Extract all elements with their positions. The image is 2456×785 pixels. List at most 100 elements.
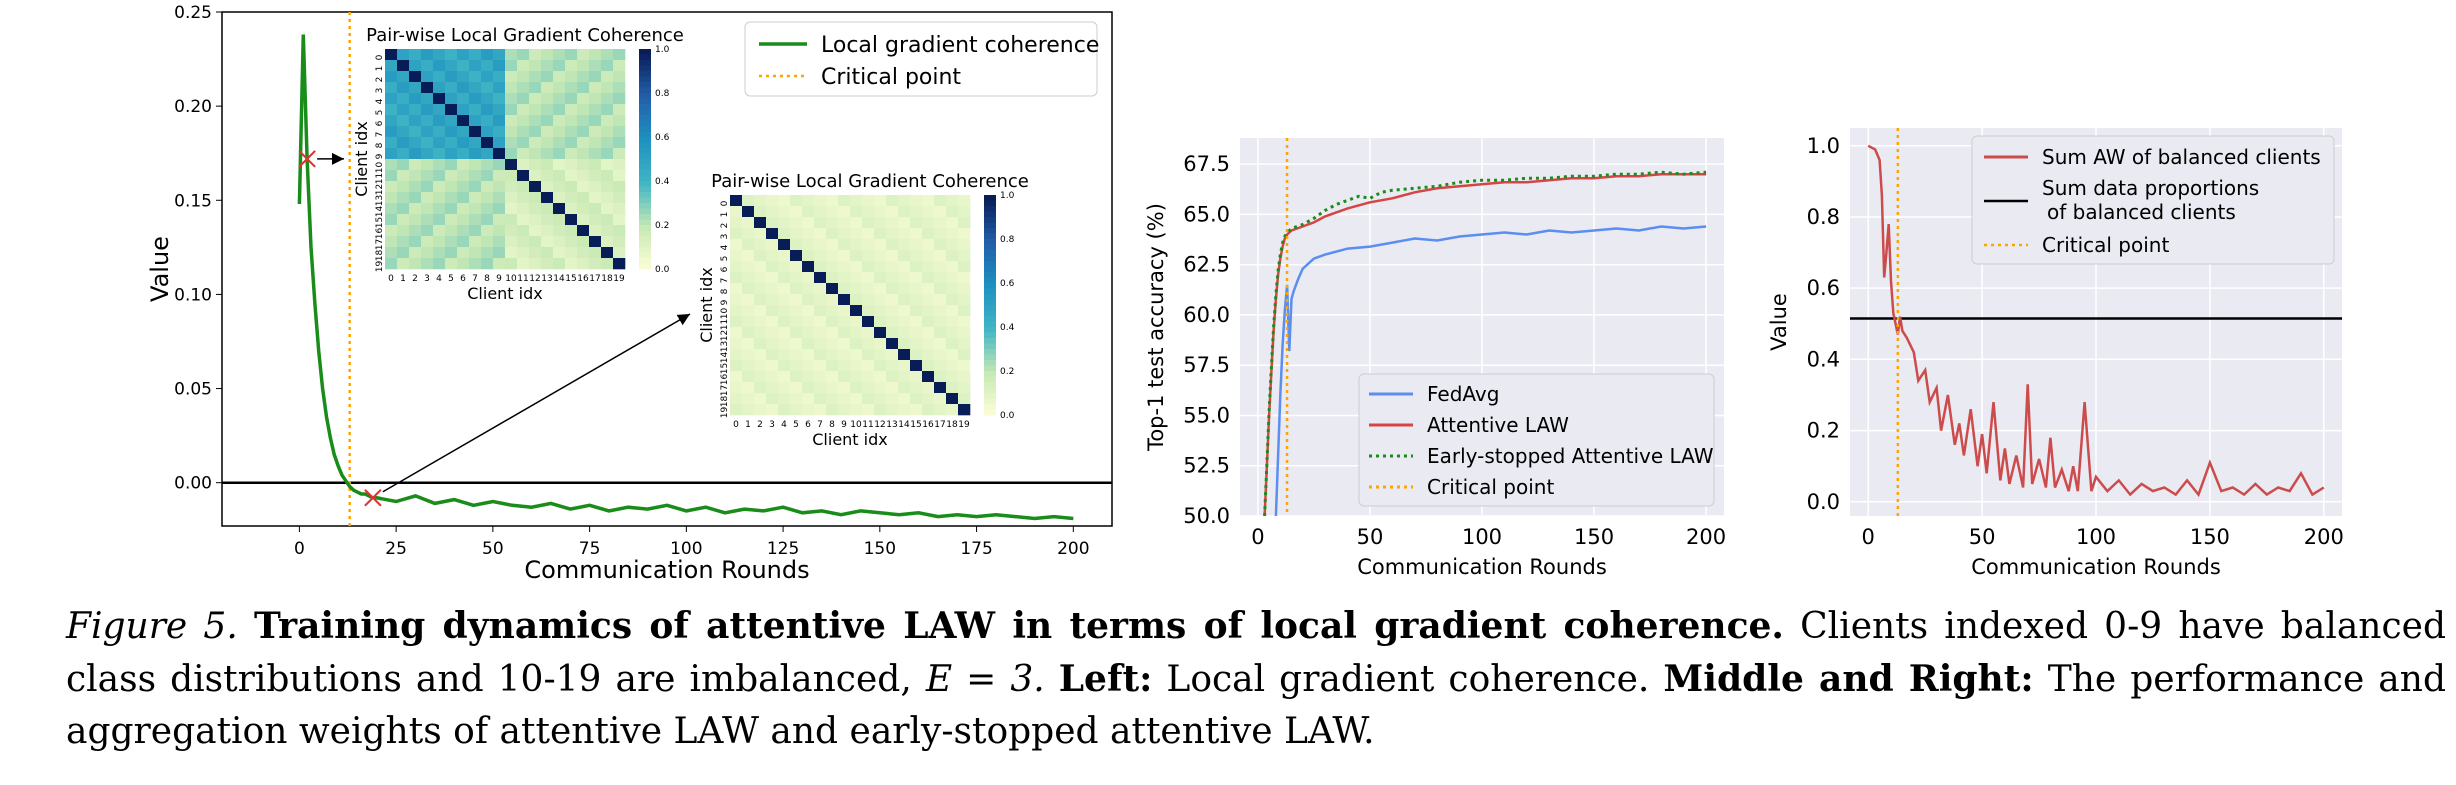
heatmap-cell [946, 382, 959, 394]
heatmap-cell [850, 349, 863, 361]
heatmap-cell [445, 126, 458, 138]
heatmap-cell [517, 236, 530, 248]
heatmap-cell [922, 338, 935, 350]
heatmap-cell [814, 283, 827, 295]
heatmap-cell [457, 192, 470, 204]
heatmap-cell [409, 247, 422, 259]
heatmap-cell [778, 404, 791, 416]
heatmap-cell [730, 404, 743, 416]
heatmap-cell [397, 181, 410, 193]
heatmap-cell [838, 371, 851, 383]
heatmap-cell [553, 159, 566, 171]
heatmap-cell [529, 203, 542, 215]
heatmap-cell [838, 382, 851, 394]
heatmap-cell [754, 349, 767, 361]
inset-y-tick: 4 [375, 98, 385, 104]
inset-y-tick: 1 [375, 66, 385, 72]
x-tick-label: 125 [767, 539, 799, 559]
heatmap-cell [958, 327, 971, 339]
y-tick-label: 0.15 [174, 191, 212, 211]
heatmap-cell [589, 60, 602, 72]
heatmap-cell [445, 104, 458, 116]
heatmap-cell [886, 272, 899, 284]
heatmap-cell [946, 206, 959, 218]
heatmap-cell [577, 225, 590, 237]
heatmap-cell [481, 71, 494, 83]
heatmap-cell [457, 115, 470, 127]
colorbar-segment [639, 76, 651, 83]
heatmap-cell [421, 71, 434, 83]
inset-x-tick: 2 [757, 420, 763, 430]
legend-attentive-law-label: Attentive LAW [1427, 413, 1569, 437]
heatmap-cell [445, 115, 458, 127]
inset-y-tick: 11 [375, 173, 385, 184]
heatmap-cell [898, 393, 911, 405]
heatmap-cell [565, 126, 578, 138]
x-tick-label: 150 [2190, 525, 2230, 549]
heatmap-cell [445, 247, 458, 259]
heatmap-cell [946, 338, 959, 350]
heatmap-cell [529, 104, 542, 116]
heatmap-cell [910, 294, 923, 306]
heatmap-cell [457, 137, 470, 149]
heatmap-cell [433, 203, 446, 215]
colorbar-segment [639, 197, 651, 204]
colorbar-segment [984, 387, 996, 394]
heatmap-cell [922, 294, 935, 306]
inset-y-tick: 17 [375, 239, 385, 250]
heatmap-cell [469, 148, 482, 160]
heatmap-cell [826, 316, 839, 328]
heatmap-cell [778, 338, 791, 350]
heatmap-cell [742, 228, 755, 240]
heatmap-cell [946, 360, 959, 372]
heatmap-cell [469, 214, 482, 226]
colorbar-tick-label: 0.2 [1000, 367, 1014, 377]
caption-math: E = 3. [925, 659, 1045, 700]
heatmap-cell [862, 360, 875, 372]
heatmap-cell [457, 258, 470, 270]
heatmap-cell [505, 247, 518, 259]
heatmap-cell [814, 272, 827, 284]
heatmap-cell [565, 115, 578, 127]
heatmap-cell [397, 60, 410, 72]
heatmap-cell [517, 115, 530, 127]
heatmap-cell [505, 137, 518, 149]
heatmap-cell [874, 206, 887, 218]
heatmap-cell [541, 258, 554, 270]
heatmap-cell [742, 217, 755, 229]
colorbar-segment [639, 263, 651, 270]
inset-y-tick: 1 [720, 212, 730, 218]
inset-x-tick: 15 [910, 420, 921, 430]
heatmap-cell [886, 360, 899, 372]
caption-mr-label: Middle and Right: [1663, 658, 2034, 700]
heatmap-cell [517, 82, 530, 94]
heatmap-cell [778, 382, 791, 394]
heatmap-cell [910, 316, 923, 328]
heatmap-cell [946, 371, 959, 383]
inset-x-tick: 11 [862, 420, 873, 430]
heatmap-cell [505, 181, 518, 193]
heatmap-cell [529, 93, 542, 105]
heatmap-cell [766, 382, 779, 394]
colorbar-segment [639, 115, 651, 121]
colorbar-tick-label: 0.0 [655, 265, 670, 275]
heatmap-cell [742, 195, 755, 207]
legend-data-prop-line: of balanced clients [2047, 200, 2236, 224]
heatmap-cell [934, 327, 947, 339]
colorbar-segment [639, 203, 651, 209]
heatmap-cell [493, 214, 506, 226]
heatmap-cell [874, 360, 887, 372]
heatmap-cell [910, 305, 923, 317]
heatmap-cell [958, 250, 971, 262]
heatmap-cell [481, 60, 494, 72]
heatmap-cell [433, 60, 446, 72]
heatmap-cell [517, 170, 530, 182]
colorbar-segment [639, 120, 651, 127]
heatmap-cell [445, 93, 458, 105]
heatmap-cell [541, 159, 554, 171]
heatmap-cell [589, 203, 602, 215]
heatmap-cell [934, 272, 947, 284]
heatmap-cell [754, 283, 767, 295]
heatmap-cell [826, 272, 839, 284]
colorbar-segment [639, 214, 651, 220]
